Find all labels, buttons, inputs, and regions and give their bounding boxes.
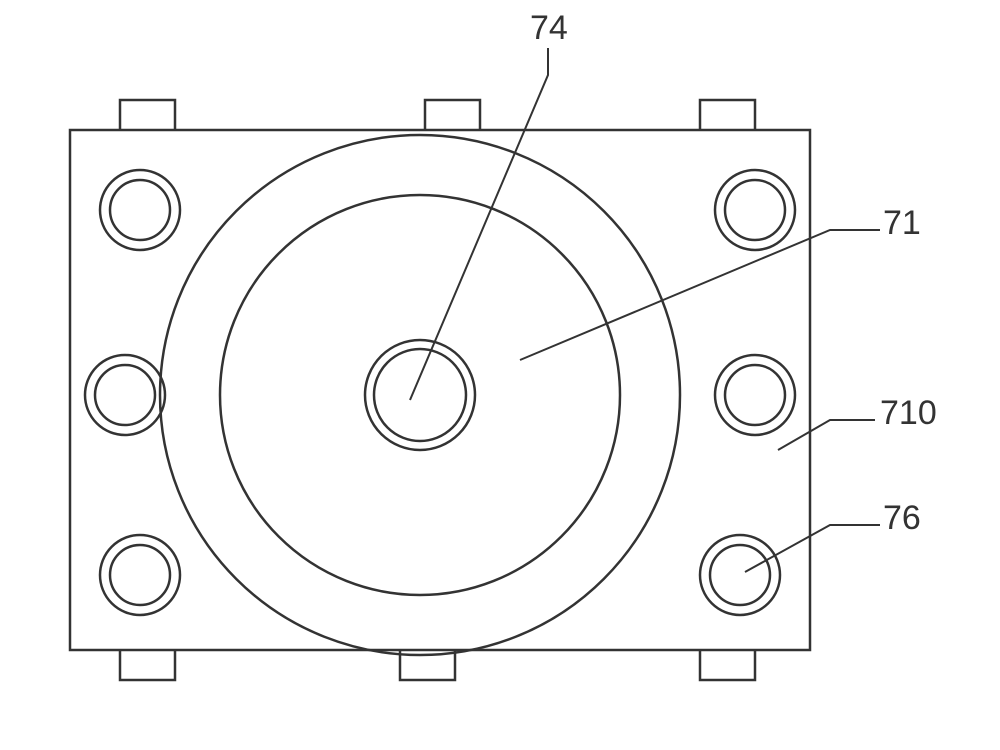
center-bore-74 [374,349,466,441]
bolt-hole-inner [110,545,170,605]
center-bore-outer [365,340,475,450]
bolt-hole-inner [110,180,170,240]
top-tab [425,100,480,130]
top-tab [120,100,175,130]
label-710: 710 [880,394,937,432]
bolt-hole-76 [715,170,795,250]
bolt-hole-76 [100,535,180,615]
label-76: 76 [883,499,921,537]
label-71: 71 [883,204,921,242]
leader-710 [778,420,875,450]
bolt-hole-76 [700,535,780,615]
leader-71 [520,230,880,360]
bottom-tab [120,650,175,680]
bolt-hole-inner [95,365,155,425]
label-74: 74 [530,9,568,47]
bolt-hole-76 [85,355,165,435]
bolt-hole-inner [725,180,785,240]
face-71 [220,195,620,595]
bolt-hole-inner [710,545,770,605]
bolt-hole-76 [715,355,795,435]
large-circle-outer [160,135,680,655]
bolt-hole-inner [725,365,785,425]
top-tab [700,100,755,130]
bottom-tab [700,650,755,680]
leader-76 [745,525,880,572]
bolt-hole-76 [100,170,180,250]
